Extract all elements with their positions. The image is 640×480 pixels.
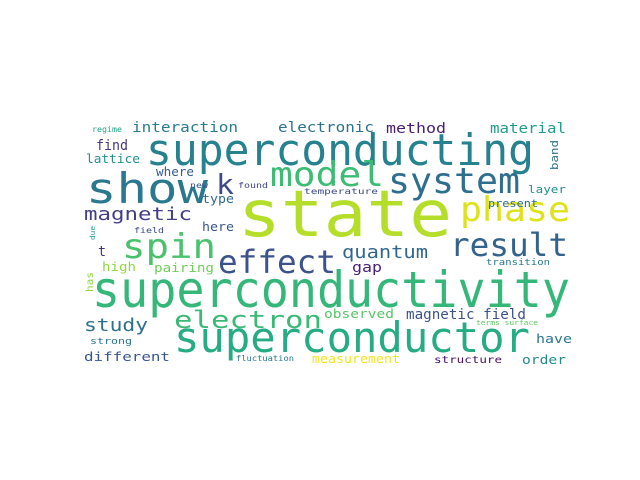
word-here: here bbox=[202, 220, 234, 234]
word-k: k bbox=[216, 168, 234, 201]
word-t: t bbox=[98, 244, 106, 260]
word-present: present bbox=[488, 197, 538, 210]
word-state: state bbox=[238, 178, 452, 252]
word-type: type bbox=[202, 192, 234, 206]
word-fluctuation: fluctuation bbox=[236, 354, 294, 363]
word-phase: phase bbox=[460, 190, 570, 230]
word-regime: regime bbox=[92, 125, 122, 134]
word-gap: gap bbox=[352, 260, 382, 276]
word-have: have bbox=[536, 332, 572, 346]
word-magnetic: magnetic bbox=[84, 204, 192, 225]
word-terms-surface: terms surface bbox=[476, 319, 538, 327]
word-band: band bbox=[548, 140, 561, 170]
word-study: study bbox=[84, 315, 148, 336]
word-found: found bbox=[238, 181, 268, 190]
word-interaction: interaction bbox=[132, 120, 238, 136]
word-due: due bbox=[89, 226, 97, 240]
word-model: model bbox=[270, 155, 384, 195]
word-high: high bbox=[102, 260, 136, 274]
word-transition: transition bbox=[486, 258, 550, 268]
word-material: material bbox=[490, 121, 566, 137]
word-measurement: measurement bbox=[312, 352, 400, 366]
word-different: different bbox=[84, 350, 170, 364]
word-magnetic-field: magnetic field bbox=[406, 307, 526, 323]
word-spin: spin bbox=[122, 227, 216, 267]
word-superconducting: superconducting bbox=[146, 125, 534, 176]
word-strong: strong bbox=[90, 337, 132, 347]
word-structure: structure bbox=[434, 355, 502, 366]
word-quantum: quantum bbox=[342, 242, 428, 263]
word-find: find bbox=[96, 138, 128, 154]
word-has: has bbox=[85, 272, 96, 292]
word-where: where bbox=[156, 165, 194, 179]
word-electronic: electronic bbox=[278, 120, 374, 136]
word-cloud-words: state superconductivity superconducting … bbox=[84, 120, 572, 367]
word-superconductor: superconductor bbox=[174, 313, 530, 362]
word-layer: layer bbox=[528, 183, 566, 196]
word-temperature: temperature bbox=[304, 187, 378, 196]
word-superconductivity: superconductivity bbox=[92, 261, 570, 319]
word-new: new bbox=[190, 181, 208, 190]
word-method: method bbox=[386, 121, 446, 137]
word-result: result bbox=[450, 226, 568, 264]
word-observed: observed bbox=[324, 307, 394, 321]
word-order: order bbox=[522, 353, 566, 367]
word-field: field bbox=[134, 226, 164, 235]
word-pairing: pairing bbox=[154, 261, 214, 275]
word-system: system bbox=[388, 161, 520, 202]
word-electron: electron bbox=[174, 306, 322, 334]
word-show: show bbox=[86, 164, 209, 213]
word-effect: effect bbox=[218, 243, 336, 281]
word-lattice: lattice bbox=[86, 152, 140, 166]
